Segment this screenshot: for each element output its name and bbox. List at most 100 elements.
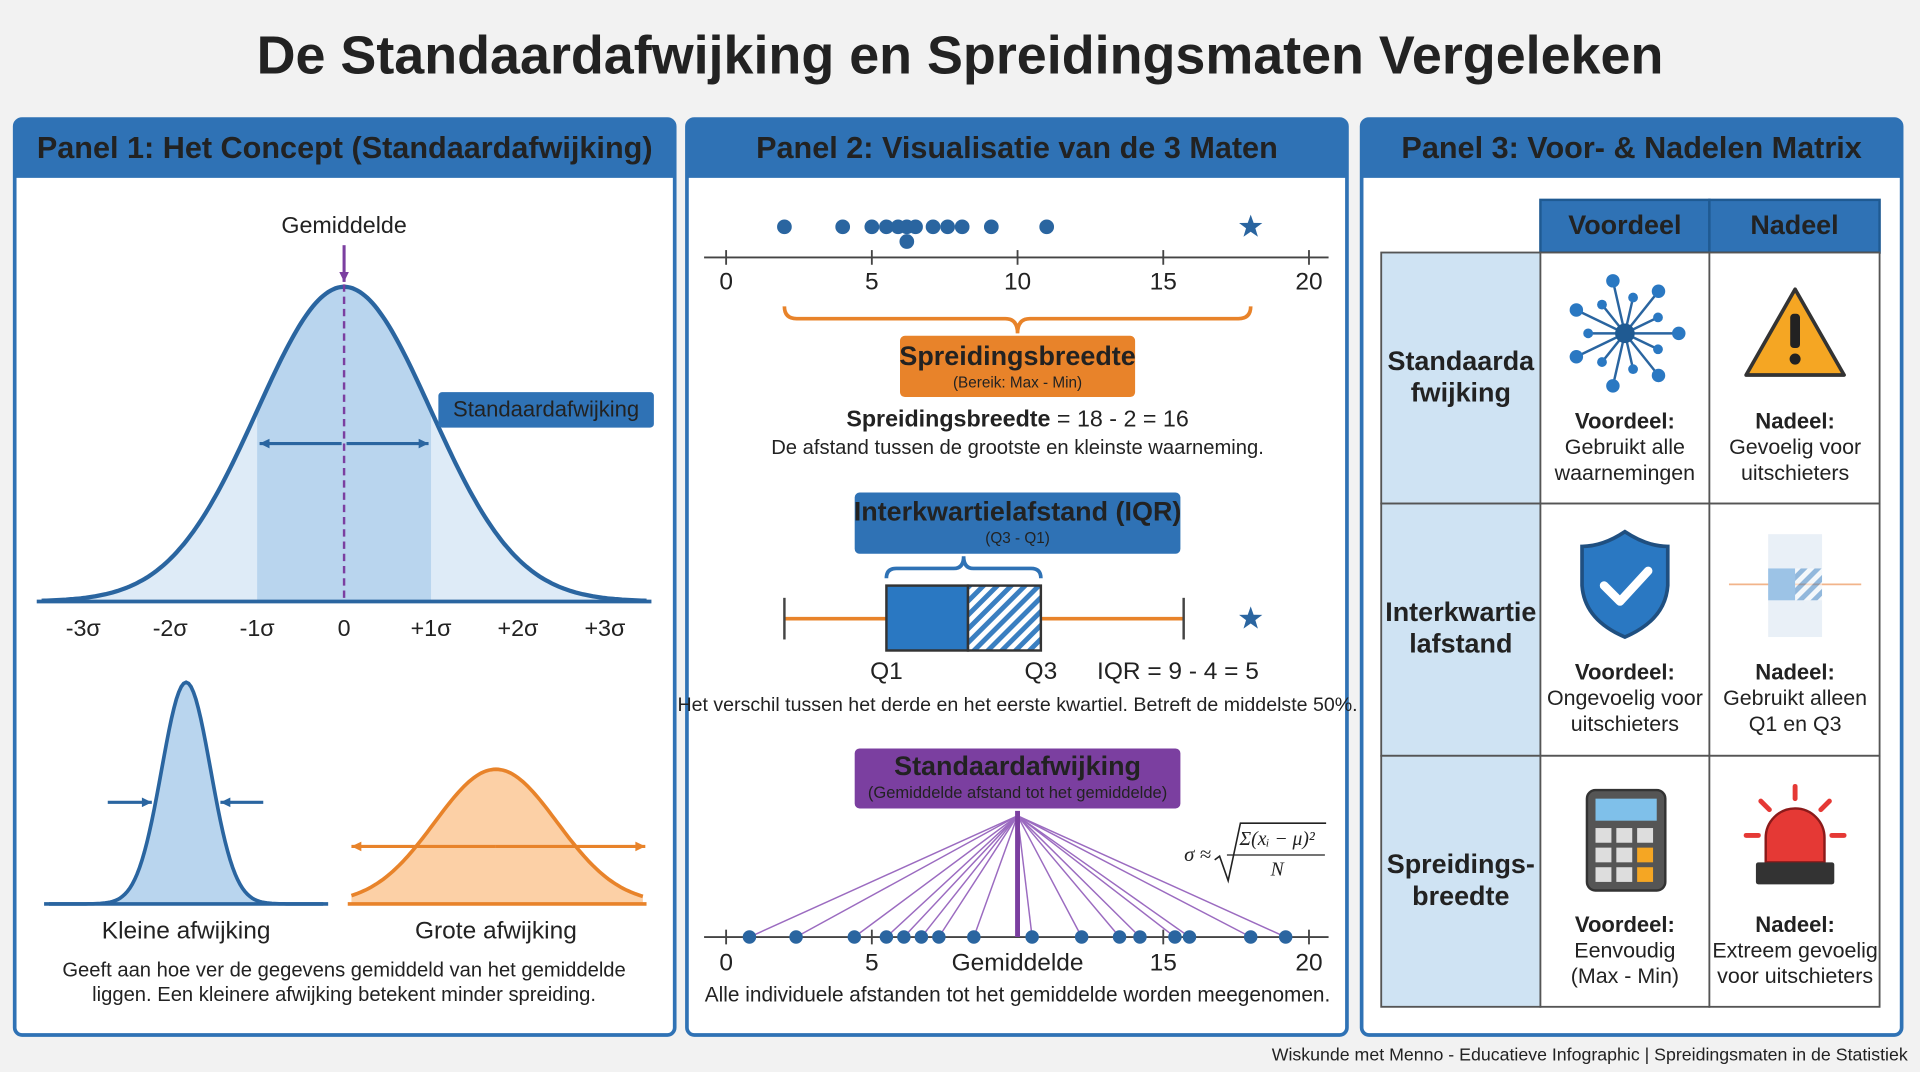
icon — [1615, 323, 1635, 344]
data-point — [967, 930, 981, 944]
icon — [1651, 368, 1666, 383]
content: De Standaardafwijking en Spreidingsmaten… — [12, 25, 1908, 1064]
iqr-formula: IQR = 9 - 4 = 5 — [1097, 658, 1259, 685]
icon — [1595, 798, 1657, 821]
data-point — [1025, 930, 1039, 944]
sqrt-sign — [1214, 822, 1327, 884]
pro-label: Voordeel: — [1575, 660, 1675, 685]
arrow-head — [418, 438, 429, 449]
icon — [1672, 326, 1686, 341]
data-point — [940, 219, 955, 235]
pro-text: Ongevoelig voor — [1547, 686, 1703, 710]
data-point — [789, 930, 803, 944]
sigma-tick-label: +3σ — [584, 615, 625, 641]
iqr-sub: (Q3 - Q1) — [985, 530, 1050, 547]
sd-sub: (Gemiddelde afstand tot het gemiddelde) — [868, 783, 1167, 802]
range-formula: Spreidingsbreedte = 18 - 2 = 16 — [846, 405, 1188, 431]
distance-line — [749, 815, 1018, 938]
pro-label: Voordeel: — [1575, 409, 1675, 434]
cell — [1539, 251, 1711, 505]
pro-text: Eenvoudig — [1574, 938, 1675, 962]
q1-label: Q1 — [870, 658, 903, 685]
arrow-head — [259, 438, 270, 449]
con-text: Gevoelig voor — [1729, 435, 1861, 459]
distance-line — [853, 815, 1018, 938]
icon — [1637, 867, 1654, 882]
sd-title: Standaardafwijking — [894, 751, 1141, 781]
sigma-tick-label: +1σ — [411, 615, 452, 641]
arrow-head — [351, 841, 362, 852]
icon — [1764, 807, 1826, 864]
data-point — [847, 930, 862, 944]
tick-label: 5 — [865, 949, 879, 976]
sigma-tick-label: -2σ — [153, 615, 188, 641]
icon — [1599, 566, 1653, 606]
icon — [1768, 568, 1796, 601]
icon — [1616, 867, 1633, 882]
range-title: Spreidingsbreedte — [899, 341, 1135, 371]
narrow-fill — [48, 682, 324, 904]
icon — [1790, 313, 1800, 349]
data-point — [1182, 930, 1197, 944]
range-sub: (Bereik: Max - Min) — [953, 375, 1082, 392]
mean-label: Gemiddelde — [952, 949, 1084, 976]
distance-line — [885, 815, 1019, 938]
outlier-star — [1239, 214, 1263, 237]
data-point — [864, 219, 880, 235]
iqr-desc: Het verschil tussen het derde en het eer… — [677, 694, 1357, 716]
icon — [1583, 328, 1594, 339]
con-text: Q1 en Q3 — [1749, 712, 1842, 736]
sd-desc: Alle individuele afstanden tot het gemid… — [705, 983, 1330, 1006]
wide-curve — [350, 767, 644, 899]
icon — [1569, 303, 1584, 317]
description: Geeft aan hoe ver de gegevens gemiddeld … — [62, 960, 625, 982]
sigma-tick-label: +2σ — [498, 615, 539, 641]
icon — [1597, 357, 1607, 367]
data-point — [983, 219, 999, 235]
data-point — [1133, 930, 1147, 944]
data-point — [835, 219, 851, 235]
con-text: uitschieters — [1741, 461, 1849, 485]
panel-title: Panel 1: Het Concept (Standaardafwijking… — [37, 131, 653, 165]
icon — [1628, 364, 1638, 375]
header-cell — [1708, 198, 1881, 254]
distance-line — [903, 815, 1019, 938]
distance-line — [938, 815, 1019, 938]
icon — [1795, 568, 1823, 601]
icon — [1597, 299, 1607, 310]
sd-label-box — [438, 392, 654, 428]
wide-fill — [351, 769, 643, 904]
sd-label: Standaardafwijking — [453, 396, 639, 421]
row-header: fwijking — [1411, 378, 1511, 408]
distance-line — [920, 815, 1019, 938]
data-point — [899, 234, 915, 249]
sigma-tick-label: -1σ — [240, 615, 275, 641]
con-label: Nadeel: — [1755, 660, 1835, 685]
column-header: Voordeel — [1568, 210, 1681, 240]
distance-line — [1017, 815, 1190, 938]
row-header-cell — [1380, 502, 1542, 757]
box-lower — [885, 584, 970, 652]
panel-header — [686, 119, 1347, 178]
icon — [1653, 312, 1663, 323]
arrow-head — [339, 271, 349, 282]
icon — [1616, 828, 1633, 843]
con-text: voor uitschieters — [1717, 964, 1873, 988]
arrow-head — [635, 841, 646, 852]
con-text: Extreem gevoelig — [1712, 938, 1877, 962]
panel-title: Panel 3: Voor- & Nadelen Matrix — [1401, 131, 1861, 165]
panel-header — [14, 119, 675, 178]
icon — [1818, 798, 1832, 813]
icon — [1580, 529, 1670, 640]
icon — [1595, 867, 1612, 882]
data-point — [1243, 930, 1258, 944]
tick-label: 15 — [1150, 269, 1177, 296]
box-upper — [966, 584, 1043, 652]
pro-text: (Max - Min) — [1571, 964, 1679, 988]
con-label: Nadeel: — [1755, 912, 1835, 937]
formula: N — [1270, 859, 1285, 880]
range-brace — [782, 306, 1253, 334]
distance-line — [1017, 815, 1286, 938]
distance-line — [1016, 815, 1121, 938]
